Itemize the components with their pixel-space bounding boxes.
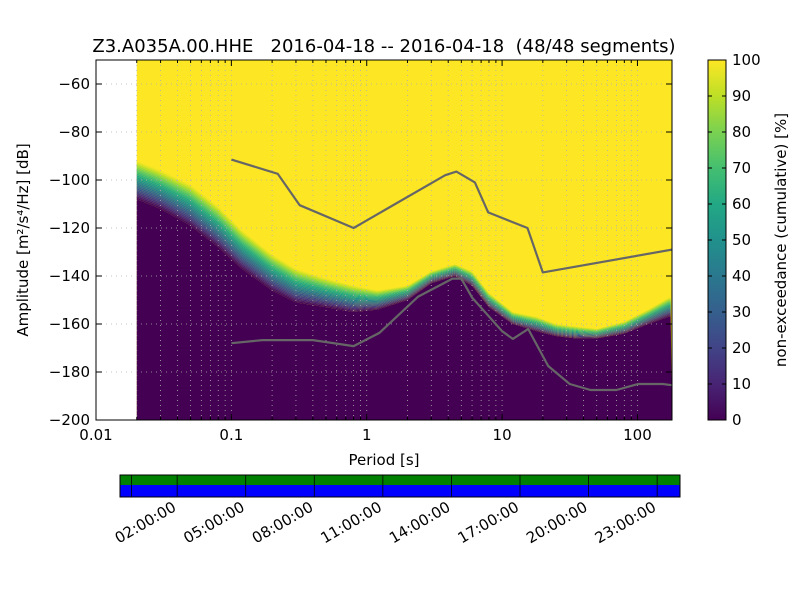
coverage-time-label: 08:00:00: [249, 498, 316, 547]
coverage-time-label: 17:00:00: [455, 498, 522, 547]
y-tick-label: −100: [49, 171, 90, 189]
x-tick-label: 0.1: [219, 426, 243, 444]
y-axis: −60 −80 −100 −120 −140 −160 −180 −200: [49, 75, 672, 429]
colorbar-tick-label: 10: [732, 375, 751, 393]
colorbar-tick-label: 80: [732, 123, 751, 141]
colorbar-tick-label: 20: [732, 339, 751, 357]
y-tick-label: −200: [49, 411, 90, 429]
coverage-time-label: 20:00:00: [523, 498, 590, 547]
colorbar-ticks: 0 10 20 30 40 50 60 70 80 90 100: [708, 51, 761, 429]
coverage-time-label: 14:00:00: [386, 498, 453, 547]
gridlines: [96, 60, 672, 420]
colorbar-tick-label: 40: [732, 267, 751, 285]
y-tick-label: −180: [49, 363, 90, 381]
y-tick-label: −120: [49, 219, 90, 237]
y-tick-label: −60: [58, 75, 90, 93]
coverage-time-label: 11:00:00: [318, 498, 385, 547]
colorbar-label: non-exceedance (cumulative) [%]: [772, 113, 790, 367]
coverage-time-label: 05:00:00: [180, 498, 247, 547]
x-tick-label: 0.01: [79, 426, 112, 444]
colorbar: 0 10 20 30 40 50 60 70 80 90 100 non-exceedance (c…: [707, 51, 790, 429]
heatmap-band: [136, 192, 671, 338]
x-tick-label: 10: [493, 426, 512, 444]
colorbar-tick-label: 0: [732, 411, 742, 429]
ppsd-heatmap: [136, 60, 672, 420]
y-tick-label: −160: [49, 315, 90, 333]
colorbar-tick-label: 50: [732, 231, 751, 249]
x-axis: 0.01 0.1 1 10 100: [79, 60, 652, 444]
heatmap-band: [136, 194, 671, 338]
x-tick-label: 1: [362, 426, 372, 444]
coverage-psd-strip: [120, 485, 680, 497]
plot-area: [96, 60, 672, 420]
y-tick-label: −140: [49, 267, 90, 285]
plot-frame: [95, 59, 673, 421]
colorbar-tick-label: 60: [732, 195, 751, 213]
colorbar-tick-label: 100: [732, 51, 761, 69]
y-tick-label: −80: [58, 123, 90, 141]
colorbar-tick-label: 90: [732, 87, 751, 105]
coverage-time-label: 23:00:00: [592, 498, 659, 547]
chart-title: Z3.A035A.00.HHE 2016-04-18 -- 2016-04-18…: [92, 36, 675, 57]
heatmap-band: [136, 196, 671, 338]
noise-model-lines: [231, 158, 672, 392]
coverage-frame: [119, 474, 681, 498]
data-coverage-bar: 02:00:00 05:00:00 08:00:00 11:00:00 14:00:00…: [112, 474, 681, 547]
coverage-time-label: 02:00:00: [112, 498, 179, 547]
high-noise-model-line: [231, 158, 672, 274]
x-axis-label: Period [s]: [348, 451, 419, 469]
colorbar-tick-label: 30: [732, 303, 751, 321]
x-tick-label: 100: [623, 426, 652, 444]
coverage-data-strip: [120, 475, 680, 485]
colorbar-tick-label: 70: [732, 159, 751, 177]
y-axis-label: Amplitude [m²/s⁴/Hz] [dB]: [14, 143, 32, 336]
low-noise-model-line: [231, 277, 672, 392]
